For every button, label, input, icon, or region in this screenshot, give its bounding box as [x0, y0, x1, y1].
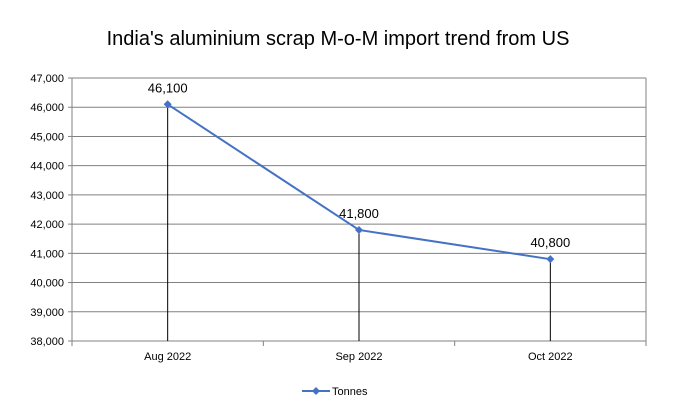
- data-label: 46,100: [148, 80, 188, 95]
- x-tick-labels: Aug 2022 Sep 2022 Oct 2022: [144, 351, 573, 363]
- legend-label-tonnes: Tonnes: [332, 386, 368, 398]
- y-tick-label: 43,000: [30, 190, 64, 202]
- y-tick-label: 47,000: [30, 73, 64, 85]
- x-tick-label: Oct 2022: [528, 351, 573, 363]
- x-tick-label: Sep 2022: [335, 351, 382, 363]
- data-point-marker: [355, 225, 363, 234]
- y-tick-label: 42,000: [30, 219, 64, 231]
- data-point-marker: [163, 100, 172, 109]
- data-label: 40,800: [530, 235, 570, 250]
- series-tonnes: [163, 100, 555, 264]
- y-tick-label: 46,000: [30, 102, 64, 114]
- y-tick-label: 40,000: [30, 278, 64, 290]
- legend: Tonnes: [302, 386, 368, 398]
- y-tick-label: 39,000: [30, 307, 64, 319]
- drop-lines: [167, 104, 551, 341]
- legend-diamond-marker: [312, 387, 320, 395]
- y-tick-labels: 38,000 39,000 40,000 41,000 42,000 43,000 44,0…: [30, 73, 64, 348]
- y-tick-label: 45,000: [30, 131, 64, 143]
- data-label: 41,800: [339, 206, 379, 221]
- y-tick-label: 41,000: [30, 248, 64, 260]
- chart-title: India's aluminium scrap M-o-M import tre…: [107, 28, 570, 50]
- y-tick-label: 38,000: [30, 336, 64, 348]
- y-tick-label: 44,000: [30, 161, 64, 173]
- data-labels: 46,100 41,800 40,800: [148, 80, 570, 250]
- data-point-marker: [546, 255, 555, 264]
- x-tick-label: Aug 2022: [144, 351, 191, 363]
